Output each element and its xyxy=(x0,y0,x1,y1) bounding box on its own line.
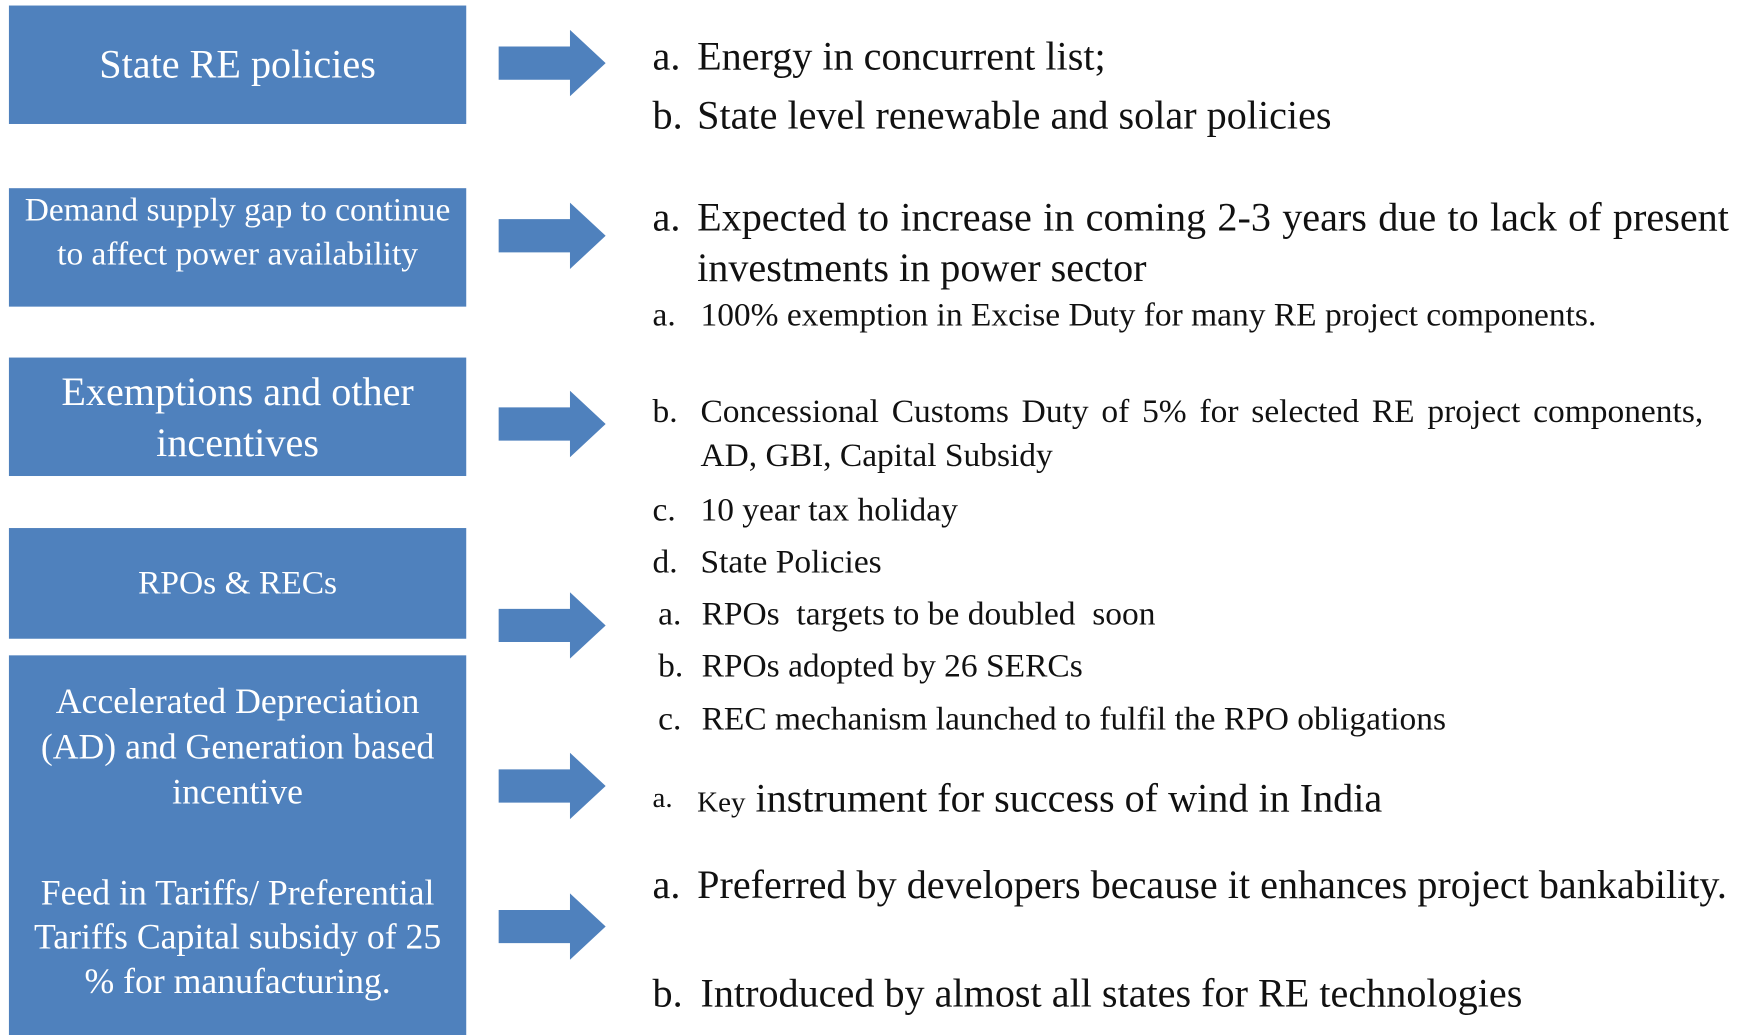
marker: d. xyxy=(652,543,678,581)
item-text: Introduced by almost all states for RE t… xyxy=(700,970,1523,1016)
item-text: REC mechanism launched to fulfil the RPO… xyxy=(701,700,1447,738)
box-label: Exemptions and other incentives xyxy=(61,369,414,465)
list-item: a. RPOs targets to be doubled soon xyxy=(658,592,1704,636)
list-item: a. 100% exemption in Excise Duty for many… xyxy=(653,293,1704,337)
marker: a. xyxy=(652,34,681,79)
list-item: a. Key instrument for success of wind in … xyxy=(653,773,1729,828)
list-item: b. State level renewable and solar polici… xyxy=(653,90,1729,141)
box-label: RPOs & RECs xyxy=(138,564,338,602)
box-label: Demand supply gap to continue to affect … xyxy=(24,191,451,273)
box-label: Feed in Tariffs/ Preferential Tariffs Ca… xyxy=(33,872,442,1001)
box: Feed in Tariffs/ Preferential Tariffs Ca… xyxy=(8,837,467,1035)
item-text: RPOs targets to be doubled soon xyxy=(701,595,1156,633)
arrow xyxy=(498,893,606,960)
item-text: State Policies xyxy=(700,543,882,581)
arrow xyxy=(498,752,606,820)
item-text: 10 year tax holiday xyxy=(700,491,958,529)
item-text: 100% exemption in Excise Duty for many R… xyxy=(700,296,1597,334)
marker: c. xyxy=(652,491,676,529)
item-text: RPOs adopted by 26 SERCs xyxy=(701,647,1083,685)
item-lead: Key xyxy=(697,785,746,819)
list-item: d. State Policies xyxy=(653,540,1704,584)
marker: b. xyxy=(652,970,683,1016)
item-text: Preferred by developers because it enhan… xyxy=(697,862,1727,907)
box: Exemptions and other incentives xyxy=(8,357,467,477)
list-item: c. 10 year tax holiday xyxy=(653,488,1704,532)
box: RPOs & RECs xyxy=(8,528,467,639)
box: Accelerated Depreciation (AD) and Genera… xyxy=(8,655,467,838)
box-label: State RE policies xyxy=(99,41,376,87)
marker: a. xyxy=(658,595,682,633)
arrow xyxy=(498,202,606,270)
list-item: b. Introduced by almost all states for RE… xyxy=(653,968,1733,1019)
box-label: Accelerated Depreciation (AD) and Genera… xyxy=(40,680,435,812)
marker: a. xyxy=(652,781,673,814)
list-item: a. Expected to increase in coming 2-3 yea… xyxy=(653,192,1729,294)
marker: b. xyxy=(652,392,678,430)
marker: c. xyxy=(658,700,682,738)
marker: b. xyxy=(652,92,683,138)
marker: b. xyxy=(658,647,684,685)
arrow xyxy=(498,29,606,97)
list-item: a. Preferred by developers because it enh… xyxy=(653,859,1729,910)
marker: a. xyxy=(652,296,676,334)
box: State RE policies xyxy=(8,5,467,124)
arrow xyxy=(498,592,606,659)
list-item: b. Concessional Customs Duty of 5% for se… xyxy=(653,390,1704,479)
item-text: instrument for success of wind in India xyxy=(755,776,1383,821)
item-text: Energy in concurrent list; xyxy=(697,34,1106,79)
arrow xyxy=(498,390,606,458)
item-text: Expected to increase in coming 2-3 years… xyxy=(697,194,1729,291)
marker: a. xyxy=(652,862,681,907)
item-text: Concessional Customs Duty of 5% for sele… xyxy=(700,392,1704,474)
item-text: State level renewable and solar policies xyxy=(697,92,1332,138)
list-item: c. REC mechanism launched to fulfil the R… xyxy=(658,697,1704,741)
list-item: a. Energy in concurrent list; xyxy=(653,31,1729,82)
marker: a. xyxy=(652,194,681,240)
box: Demand supply gap to continue to affect … xyxy=(8,188,467,307)
list-item: b. RPOs adopted by 26 SERCs xyxy=(658,644,1704,688)
